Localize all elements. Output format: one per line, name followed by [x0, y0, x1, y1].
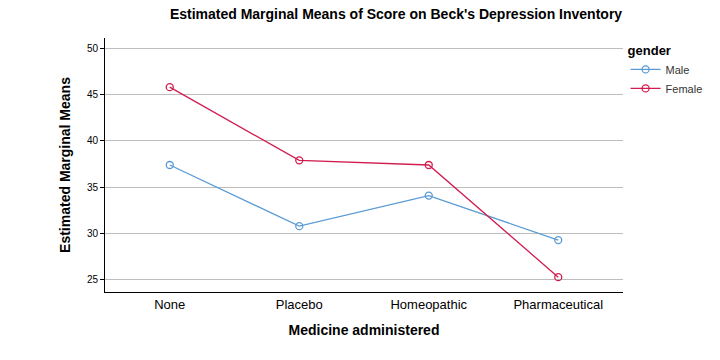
svg-text:30: 30	[87, 228, 99, 239]
svg-text:25: 25	[87, 274, 99, 285]
svg-text:45: 45	[87, 89, 99, 100]
svg-text:35: 35	[87, 182, 99, 193]
svg-text:Placebo: Placebo	[276, 297, 323, 312]
svg-text:Female: Female	[666, 83, 703, 95]
svg-text:gender: gender	[628, 43, 671, 58]
svg-text:Medicine administered: Medicine administered	[289, 322, 440, 338]
svg-text:None: None	[154, 297, 185, 312]
svg-text:Estimated Marginal Means of Sc: Estimated Marginal Means of Score on Bec…	[170, 6, 622, 22]
svg-text:40: 40	[87, 135, 99, 146]
svg-text:Estimated Marginal Means: Estimated Marginal Means	[57, 77, 73, 253]
svg-text:50: 50	[87, 43, 99, 54]
svg-text:Male: Male	[666, 64, 690, 76]
svg-text:Homeopathic: Homeopathic	[390, 297, 467, 312]
svg-text:Pharmaceutical: Pharmaceutical	[513, 297, 603, 312]
